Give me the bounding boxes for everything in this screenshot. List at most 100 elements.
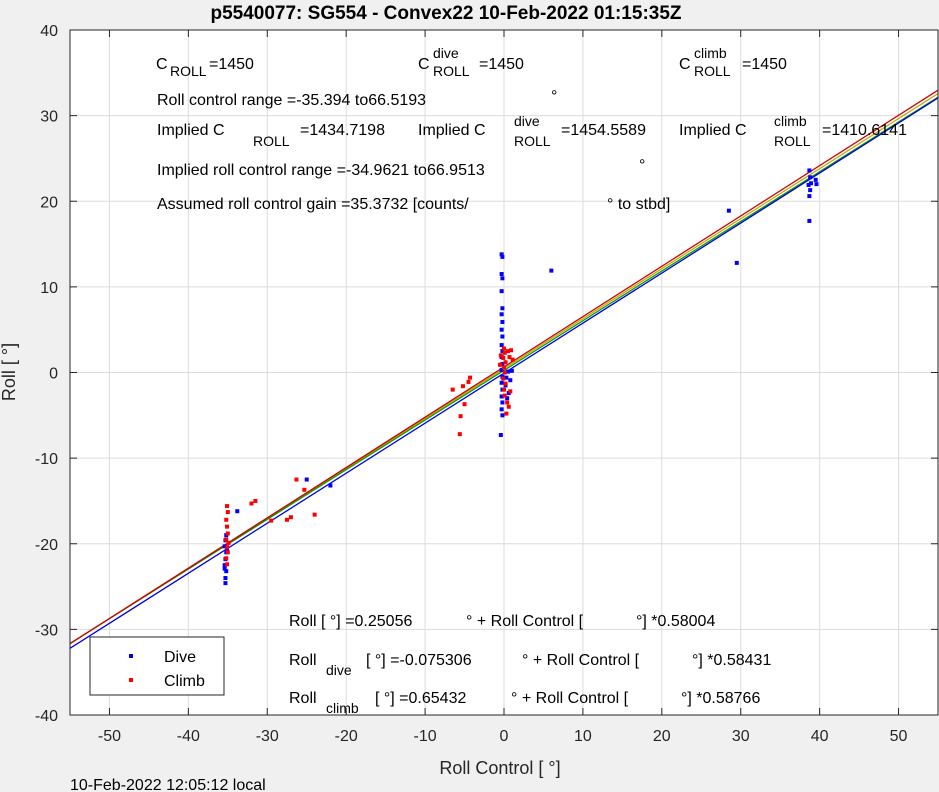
chart-title: p5540077: SG554 - Convex22 10-Feb-2022 0…: [210, 3, 681, 24]
implied-c-roll: Implied C ROLL =1434.7198: [157, 122, 385, 149]
climb-point: [458, 414, 463, 419]
y-tick-label: 10: [40, 280, 58, 297]
legend-climb-label: Climb: [164, 673, 205, 690]
dive-point: [509, 368, 514, 373]
y-tick-label: -20: [35, 537, 58, 554]
climb-point: [504, 411, 509, 416]
y-tick-label: 40: [40, 23, 58, 40]
x-tick-label: -30: [256, 728, 279, 745]
x-tick-label: 0: [500, 728, 509, 745]
dive-point: [808, 181, 813, 186]
x-tick-label: -10: [414, 728, 437, 745]
climb-point: [269, 518, 274, 523]
svg-text:dive: dive: [326, 662, 352, 678]
dive-point: [500, 349, 505, 354]
climb-point: [302, 487, 307, 492]
climb-point: [226, 540, 231, 545]
x-tick-label: 10: [574, 728, 592, 745]
dive-point: [222, 563, 227, 568]
dive-point: [500, 306, 505, 311]
climb-point: [225, 531, 230, 536]
svg-text:ROLL: ROLL: [253, 133, 290, 149]
climb-point: [288, 515, 293, 520]
y-tick-label: -40: [35, 708, 58, 725]
dive-point: [499, 272, 504, 277]
svg-text:ROLL: ROLL: [433, 63, 470, 79]
climb-point: [450, 387, 455, 392]
svg-text:°] *0.58004: °] *0.58004: [636, 613, 715, 630]
dive-point: [328, 483, 333, 488]
climb-point: [501, 376, 506, 381]
climb-point: [502, 387, 506, 392]
dive-point: [499, 289, 504, 294]
climb-point: [509, 348, 514, 353]
y-tick-label: 30: [40, 109, 58, 126]
x-tick-label: -20: [335, 728, 358, 745]
svg-text:Roll [ °] =0.25056: Roll [ °] =0.25056: [289, 613, 412, 630]
dive-point: [504, 375, 509, 380]
x-tick-label: 50: [890, 728, 908, 745]
climb-point: [225, 524, 230, 529]
svg-text:Implied C: Implied C: [157, 122, 225, 139]
dive-point: [505, 396, 510, 401]
climb-point: [225, 562, 230, 567]
climb-point: [503, 381, 508, 386]
climb-point: [468, 375, 473, 380]
footer-timestamp: 10-Feb-2022 12:05:12 local: [70, 777, 266, 792]
x-tick-label: 40: [811, 728, 829, 745]
fit-equation-all: Roll [ °] =0.25056 ° + Roll Control [ °]…: [289, 613, 715, 630]
svg-text:[ °] =-0.075306: [ °] =-0.075306: [366, 652, 472, 669]
c-roll-climb-annotation: C climb ROLL =1450: [679, 45, 787, 79]
dive-point: [223, 581, 228, 586]
svg-text:=1410.6141: =1410.6141: [822, 122, 907, 139]
climb-point: [225, 545, 230, 550]
climb-point: [502, 365, 506, 370]
dive-point: [499, 343, 504, 348]
svg-text:C: C: [418, 56, 430, 73]
implied-range-degree: °: [639, 157, 645, 174]
svg-text:°] *0.58431: °] *0.58431: [692, 652, 771, 669]
svg-text:Implied C: Implied C: [679, 122, 747, 139]
dive-point: [500, 254, 505, 259]
svg-text:=1450: =1450: [742, 56, 787, 73]
climb-point: [502, 346, 506, 351]
svg-text:Roll: Roll: [289, 690, 317, 707]
svg-text:ROLL: ROLL: [774, 133, 811, 149]
dive-point: [500, 334, 505, 339]
x-tick-label: -40: [177, 728, 200, 745]
climb-point: [224, 517, 229, 522]
implied-c-roll-climb: Implied C climb ROLL =1410.6141: [679, 113, 907, 149]
dive-point: [304, 477, 309, 482]
dive-point: [505, 369, 510, 374]
dive-point: [808, 188, 813, 193]
roll-control-range: Roll control range =-35.394 to66.5193: [157, 92, 426, 109]
climb-point: [466, 379, 471, 384]
dive-point: [549, 268, 554, 273]
svg-text:Implied C: Implied C: [418, 122, 486, 139]
data-points: [222, 168, 819, 586]
dive-point: [499, 380, 504, 385]
dive-point: [222, 544, 227, 549]
svg-text:°] *0.58766: °] *0.58766: [681, 690, 760, 707]
x-tick-label: 30: [732, 728, 750, 745]
climb-point: [505, 400, 510, 405]
dive-point: [499, 312, 504, 317]
dive-point: [499, 252, 504, 257]
dive-point: [806, 182, 811, 187]
svg-text:=1450: =1450: [209, 56, 254, 73]
climb-point: [224, 556, 229, 561]
dive-point: [813, 177, 818, 182]
legend-dive-label: Dive: [164, 649, 196, 666]
svg-text:ROLL: ROLL: [694, 63, 731, 79]
dive-point: [814, 182, 819, 187]
dive-point: [222, 566, 227, 571]
svg-text:° + Roll Control [: ° + Roll Control [: [466, 613, 584, 630]
climb-point: [507, 355, 512, 360]
svg-text:climb: climb: [774, 113, 807, 129]
implied-c-roll-dive: Implied C dive ROLL =1454.5589: [418, 113, 646, 149]
svg-text:[ °] =0.65432: [ °] =0.65432: [375, 690, 466, 707]
climb-point: [498, 353, 503, 358]
climb-point: [502, 370, 507, 375]
y-tick-label: -30: [35, 622, 58, 639]
